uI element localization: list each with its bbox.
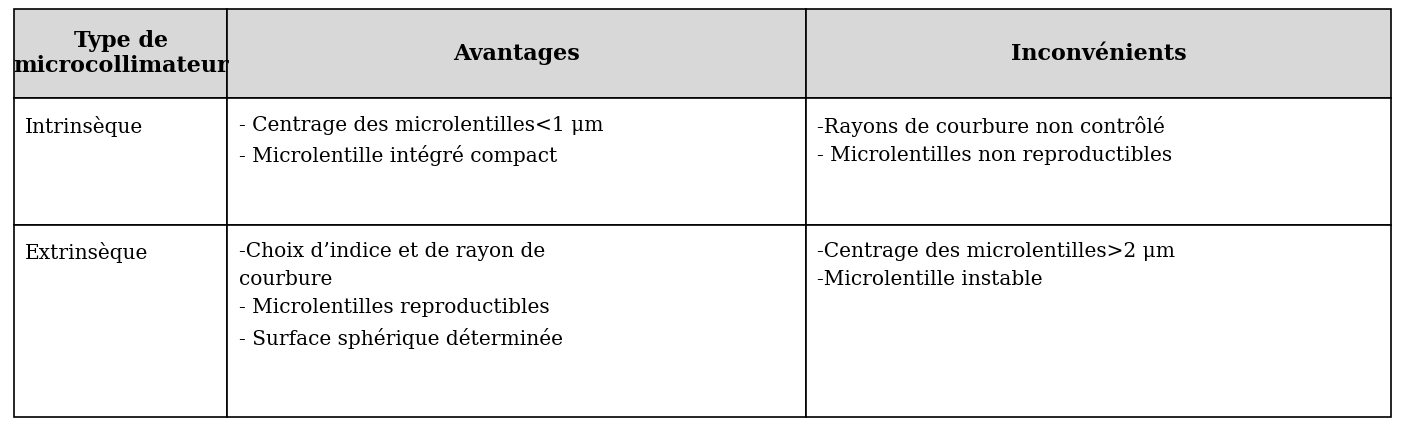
Text: -Rayons de courbure non contrôlé
- Microlentilles non reproductibles: -Rayons de courbure non contrôlé - Micro…	[818, 115, 1172, 164]
Bar	[14, 9, 228, 98]
Text: -Choix d’indice et de rayon de
courbure
- Microlentilles reproductibles
- Surfac: -Choix d’indice et de rayon de courbure …	[239, 242, 563, 348]
Text: Intrinsèque: Intrinsèque	[25, 115, 143, 136]
Text: - Centrage des microlentilles<1 μm
- Microlentille intégré compact: - Centrage des microlentilles<1 μm - Mic…	[239, 115, 603, 166]
Text: Type de
microcollimateur: Type de microcollimateur	[13, 30, 229, 77]
Bar	[228, 98, 806, 225]
Bar	[228, 225, 806, 417]
Text: -Centrage des microlentilles>2 μm
-Microlentille instable: -Centrage des microlentilles>2 μm -Micro…	[818, 242, 1175, 289]
Text: Avantages: Avantages	[454, 43, 580, 64]
Bar	[806, 225, 1391, 417]
Bar	[806, 9, 1391, 98]
Text: Inconvénients: Inconvénients	[1010, 43, 1186, 64]
Bar	[228, 9, 806, 98]
Bar	[14, 98, 228, 225]
Bar	[806, 98, 1391, 225]
Text: Extrinsèque: Extrinsèque	[25, 242, 149, 263]
Bar	[14, 225, 228, 417]
